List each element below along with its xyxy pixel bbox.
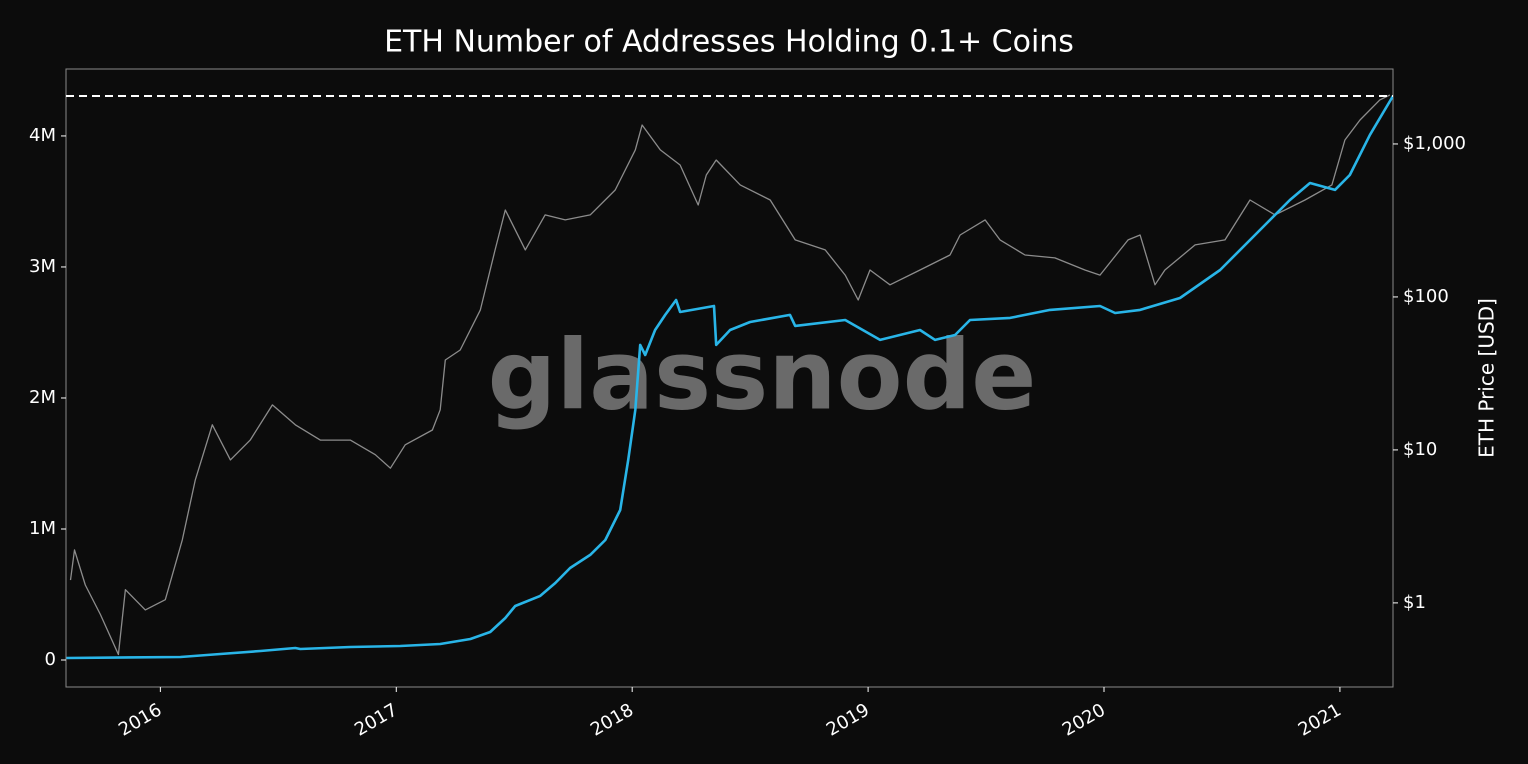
y2-axis-label: ETH Price [USD] <box>1475 298 1499 458</box>
y-tick-label: 0 <box>45 649 56 670</box>
y-tick-label: 3M <box>29 256 56 277</box>
data-line <box>66 95 1393 660</box>
data-line <box>69 94 1391 656</box>
plot-frame <box>65 68 1394 688</box>
y2-tick-label: $1 <box>1403 592 1426 613</box>
plot-area <box>66 94 1393 660</box>
y2-tick-label: $1,000 <box>1403 133 1466 154</box>
y-tick-label: 4M <box>29 125 56 146</box>
y2-tick-label: $10 <box>1403 439 1437 460</box>
y2-tick-label: $100 <box>1403 286 1449 307</box>
y-tick-label: 1M <box>29 518 56 539</box>
y-tick-label: 2M <box>29 387 56 408</box>
chart-title: ETH Number of Addresses Holding 0.1+ Coi… <box>384 25 1074 60</box>
